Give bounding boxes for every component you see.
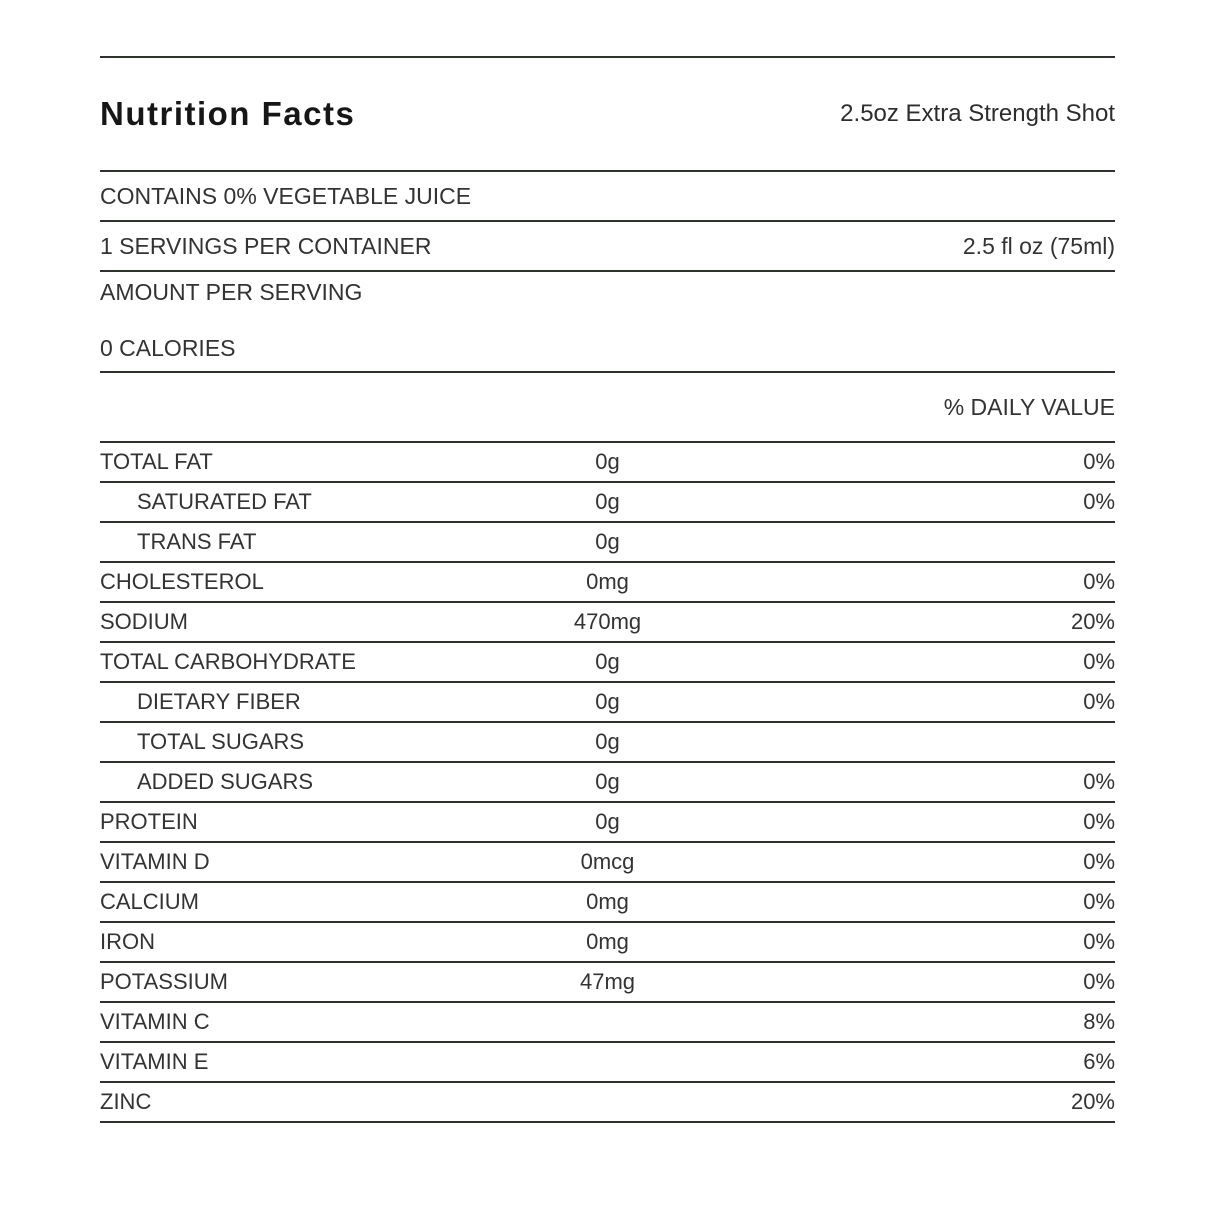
nutrient-name: TRANS FAT (137, 529, 257, 554)
nutrient-row-total-sugars: TOTAL SUGARS 0g (100, 723, 1115, 763)
nutrient-amount: 470mg (573, 609, 642, 634)
amount-calories-block: AMOUNT PER SERVING 0 CALORIES (100, 272, 1115, 371)
amount-per-serving-label: AMOUNT PER SERVING (100, 279, 363, 305)
nutrient-amount: 0mg (586, 889, 629, 914)
nutrient-amount: 0g (595, 449, 620, 474)
nutrient-row-saturated-fat: SATURATED FAT 0g 0% (100, 483, 1115, 523)
nutrient-daily-value: 0% (1083, 969, 1115, 994)
nutrient-amount: 0g (595, 729, 620, 754)
nutrient-amount: 47mg (579, 969, 636, 994)
nutrient-row-total-fat: TOTAL FAT 0g 0% (100, 443, 1115, 483)
divider-top (100, 56, 1115, 58)
servings-row: 1 SERVINGS PER CONTAINER 2.5 fl oz (75ml… (100, 222, 1115, 270)
nutrient-name: CHOLESTEROL (100, 569, 264, 594)
calories-value: 0 CALORIES (100, 335, 236, 361)
nutrient-amount: 0g (595, 649, 620, 674)
daily-value-header: % DAILY VALUE (943, 393, 1115, 420)
nutrient-amount: 0g (595, 809, 620, 834)
nutrient-row-sodium: SODIUM 470mg 20% (100, 603, 1115, 643)
nutrient-amount: 0g (595, 489, 620, 514)
nutrient-daily-value: 0% (1083, 689, 1115, 714)
nutrient-name: PROTEIN (100, 809, 198, 834)
nutrient-amount: 0g (595, 689, 620, 714)
nutrient-daily-value: 0% (1083, 649, 1115, 674)
contains-row: CONTAINS 0% VEGETABLE JUICE (100, 172, 1115, 220)
nutrient-row-protein: PROTEIN 0g 0% (100, 803, 1115, 843)
nutrient-name: SODIUM (100, 609, 188, 634)
serving-size: 2.5 fl oz (75ml) (962, 232, 1115, 259)
nutrient-row-dietary-fiber: DIETARY FIBER 0g 0% (100, 683, 1115, 723)
nutrient-row-potassium: POTASSIUM 47mg 0% (100, 963, 1115, 1003)
nutrient-name: DIETARY FIBER (137, 689, 301, 714)
nutrient-row-zinc: ZINC 20% (100, 1083, 1115, 1123)
nutrient-row-calcium: CALCIUM 0mg 0% (100, 883, 1115, 923)
nutrient-row-added-sugars: ADDED SUGARS 0g 0% (100, 763, 1115, 803)
nutrient-daily-value: 20% (1070, 1089, 1115, 1114)
divider (100, 441, 1115, 443)
nutrient-row-iron: IRON 0mg 0% (100, 923, 1115, 963)
nutrient-amount: 0g (595, 529, 620, 554)
nutrient-daily-value: 6% (1083, 1049, 1115, 1074)
nutrient-daily-value: 0% (1083, 809, 1115, 834)
nutrient-daily-value: 0% (1083, 449, 1115, 474)
nutrient-name: ZINC (100, 1089, 152, 1114)
contains-statement: CONTAINS 0% VEGETABLE JUICE (100, 182, 472, 209)
nutrient-name: VITAMIN E (100, 1049, 209, 1074)
nutrient-daily-value: 0% (1083, 569, 1115, 594)
nutrient-daily-value: 0% (1083, 929, 1115, 954)
nutrient-amount: 0mg (586, 929, 629, 954)
divider (100, 220, 1115, 222)
nutrient-name: ADDED SUGARS (137, 769, 314, 794)
nutrient-row-trans-fat: TRANS FAT 0g (100, 523, 1115, 563)
nutrient-amount: 0mg (586, 569, 629, 594)
nutrient-row-total-carbohydrate: TOTAL CARBOHYDRATE 0g 0% (100, 643, 1115, 683)
nutrient-daily-value: 0% (1083, 769, 1115, 794)
divider (100, 170, 1115, 172)
nutrient-daily-value: 8% (1083, 1009, 1115, 1034)
nutrient-amount: 0g (595, 769, 620, 794)
nutrient-row-cholesterol: CHOLESTEROL 0mg 0% (100, 563, 1115, 603)
nutrient-daily-value: 0% (1083, 489, 1115, 514)
nutrient-name: CALCIUM (100, 889, 200, 914)
nutrition-label: Nutrition Facts 2.5oz Extra Strength Sho… (100, 0, 1115, 1123)
nutrient-daily-value: 20% (1070, 609, 1115, 634)
nutrient-row-vitamin-c: VITAMIN C 8% (100, 1003, 1115, 1043)
nutrient-amount: 0mcg (580, 849, 635, 874)
product-name: 2.5oz Extra Strength Shot (840, 100, 1115, 127)
nutrient-row-vitamin-d: VITAMIN D 0mcg 0% (100, 843, 1115, 883)
nutrient-name: POTASSIUM (100, 969, 228, 994)
label-header: Nutrition Facts 2.5oz Extra Strength Sho… (100, 58, 1115, 170)
nutrient-name: TOTAL SUGARS (137, 729, 305, 754)
servings-per-container: 1 SERVINGS PER CONTAINER (100, 232, 432, 259)
page-title: Nutrition Facts (100, 95, 356, 132)
nutrient-name: TOTAL CARBOHYDRATE (100, 649, 356, 674)
nutrient-daily-value: 0% (1083, 849, 1115, 874)
nutrient-name: TOTAL FAT (100, 449, 213, 474)
nutrient-name: IRON (100, 929, 155, 954)
divider (100, 270, 1115, 272)
nutrient-name: VITAMIN C (100, 1009, 210, 1034)
nutrient-daily-value: 0% (1083, 889, 1115, 914)
nutrient-row-vitamin-e: VITAMIN E 6% (100, 1043, 1115, 1083)
daily-value-header-row: % DAILY VALUE (100, 373, 1115, 441)
top-spacer (100, 0, 1115, 56)
nutrient-name: SATURATED FAT (137, 489, 312, 514)
divider (100, 371, 1115, 373)
nutrient-name: VITAMIN D (100, 849, 210, 874)
